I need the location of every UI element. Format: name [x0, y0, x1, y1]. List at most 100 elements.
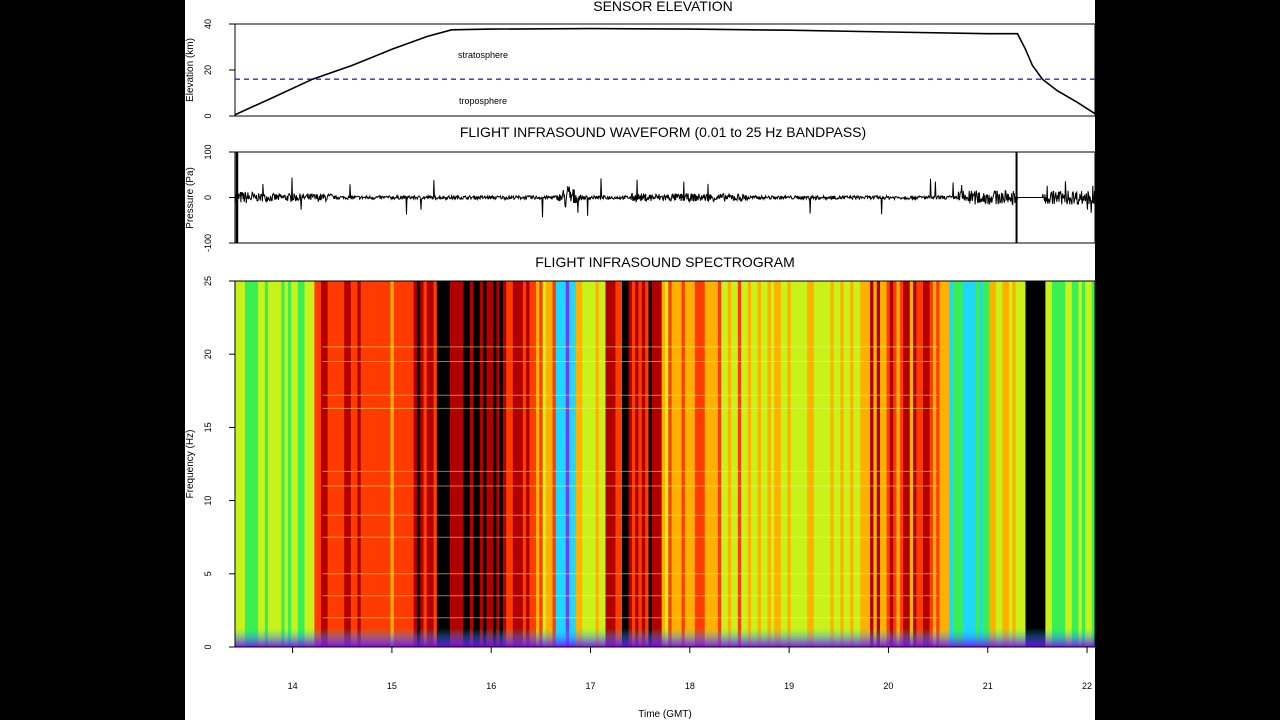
spectrogram-column [827, 281, 831, 647]
spectrogram-column [932, 281, 937, 647]
waveform-y-label: Pressure (Pa) [185, 167, 196, 229]
spectrogram-column [436, 281, 441, 647]
spectrogram-column [1005, 281, 1010, 647]
spectrogram-column [529, 281, 534, 647]
spectrogram-column [281, 281, 286, 647]
elevation-y-label: Elevation (km) [185, 38, 196, 102]
spectrogram-column [823, 281, 828, 647]
spectrogram-column [919, 281, 924, 647]
spectrogram-column [913, 281, 917, 647]
spectrogram-column [496, 281, 501, 647]
spectrogram-column [959, 281, 964, 647]
spectrogram-column [701, 281, 706, 647]
spectrogram-column [387, 281, 392, 647]
spectrogram-column [377, 281, 382, 647]
spectrogram-column [896, 281, 901, 647]
spectrogram-column [966, 281, 970, 647]
spectrogram-column [638, 281, 643, 647]
spectrogram-column [777, 281, 782, 647]
spectrogram-column [403, 281, 408, 647]
spectrogram-column [297, 281, 302, 647]
spectrogram-column [870, 281, 874, 647]
spectrogram-column [407, 281, 411, 647]
spectrogram-column [883, 281, 888, 647]
spectrogram-column [456, 281, 461, 647]
spectrogram-column [350, 281, 355, 647]
spectrogram-column [651, 281, 656, 647]
spectrogram-column [916, 281, 921, 647]
spectrogram-column [853, 281, 858, 647]
spectrogram-column [344, 281, 349, 647]
spectrogram-column [969, 281, 974, 647]
spectrogram-column [536, 281, 540, 647]
spectrogram-y-label: Frequency (Hz) [185, 430, 196, 499]
waveform-y-tick-label: -100 [203, 234, 213, 252]
spectrogram-column [340, 281, 345, 647]
spectrogram-column [1065, 281, 1070, 647]
spectrogram-column [989, 281, 994, 647]
spectrogram-column [774, 281, 779, 647]
spectrogram-column [254, 281, 259, 647]
stratosphere-label: stratosphere [458, 50, 508, 60]
spectrogram-column [453, 281, 458, 647]
waveform-y-tick-label: 100 [203, 144, 213, 159]
spectrogram-column [383, 281, 388, 647]
spectrogram-column [982, 281, 987, 647]
spectrogram-column [400, 281, 405, 647]
spectrogram-column [559, 281, 564, 647]
spectrogram-column [817, 281, 822, 647]
spectrogram-column [1061, 281, 1066, 647]
spectrogram-column [569, 281, 573, 647]
spectrogram-column [767, 281, 772, 647]
spectrogram-column [797, 281, 802, 647]
spectrogram-column [850, 281, 855, 647]
spectrogram-column [549, 281, 554, 647]
spectrogram-column [665, 281, 669, 647]
spectrogram-column [450, 281, 454, 647]
spectrogram-column [469, 281, 474, 647]
spectrogram-column [1078, 281, 1083, 647]
spectrogram-column [526, 281, 530, 647]
spectrogram-column [1058, 281, 1063, 647]
spectrogram-y-axis: 0 5 10 15 20 25 [203, 276, 235, 650]
spectrogram-column [271, 281, 276, 647]
spectrogram-column [416, 281, 421, 647]
time-x-tick-label: 16 [486, 681, 496, 691]
spectrogram-column [741, 281, 745, 647]
spectrogram-column [972, 281, 977, 647]
spectrogram-column [539, 281, 544, 647]
spectrogram-column [807, 281, 812, 647]
spectrogram-column [443, 281, 448, 647]
spectrogram-column [1025, 281, 1030, 647]
spectrogram-column [661, 281, 666, 647]
spectrogram-column [516, 281, 521, 647]
spectrogram-column [946, 281, 951, 647]
spectrogram-column [866, 281, 871, 647]
time-x-tick-label: 20 [883, 681, 893, 691]
spectrogram-column [410, 281, 415, 647]
spectrogram-column [572, 281, 577, 647]
spectrogram-column [704, 281, 709, 647]
waveform-panel: FLIGHT INFRASOUND WAVEFORM (0.01 to 25 H… [185, 124, 1096, 252]
spectrogram-column [1048, 281, 1053, 647]
waveform-y-axis: -100 0 100 [203, 144, 235, 252]
spectrogram-column [760, 281, 765, 647]
spectrogram-column [612, 281, 616, 647]
spectrogram-column [552, 281, 557, 647]
spectrogram-column [992, 281, 997, 647]
elevation-title: SENSOR ELEVATION [593, 0, 733, 14]
spectrogram-column [307, 281, 312, 647]
spectrogram-column [582, 281, 587, 647]
spectrogram-column [397, 281, 401, 647]
spectrogram-column [1022, 281, 1027, 647]
spectrogram-column [886, 281, 891, 647]
spectrogram-column [364, 281, 368, 647]
spectrogram-column [321, 281, 325, 647]
spectrogram-column [1015, 281, 1020, 647]
spectrogram-column [311, 281, 315, 647]
spectrogram-low-frequency-band [235, 628, 1095, 647]
spectrogram-column [238, 281, 243, 647]
spectrogram-column [979, 281, 984, 647]
spectrogram-column [1045, 281, 1050, 647]
